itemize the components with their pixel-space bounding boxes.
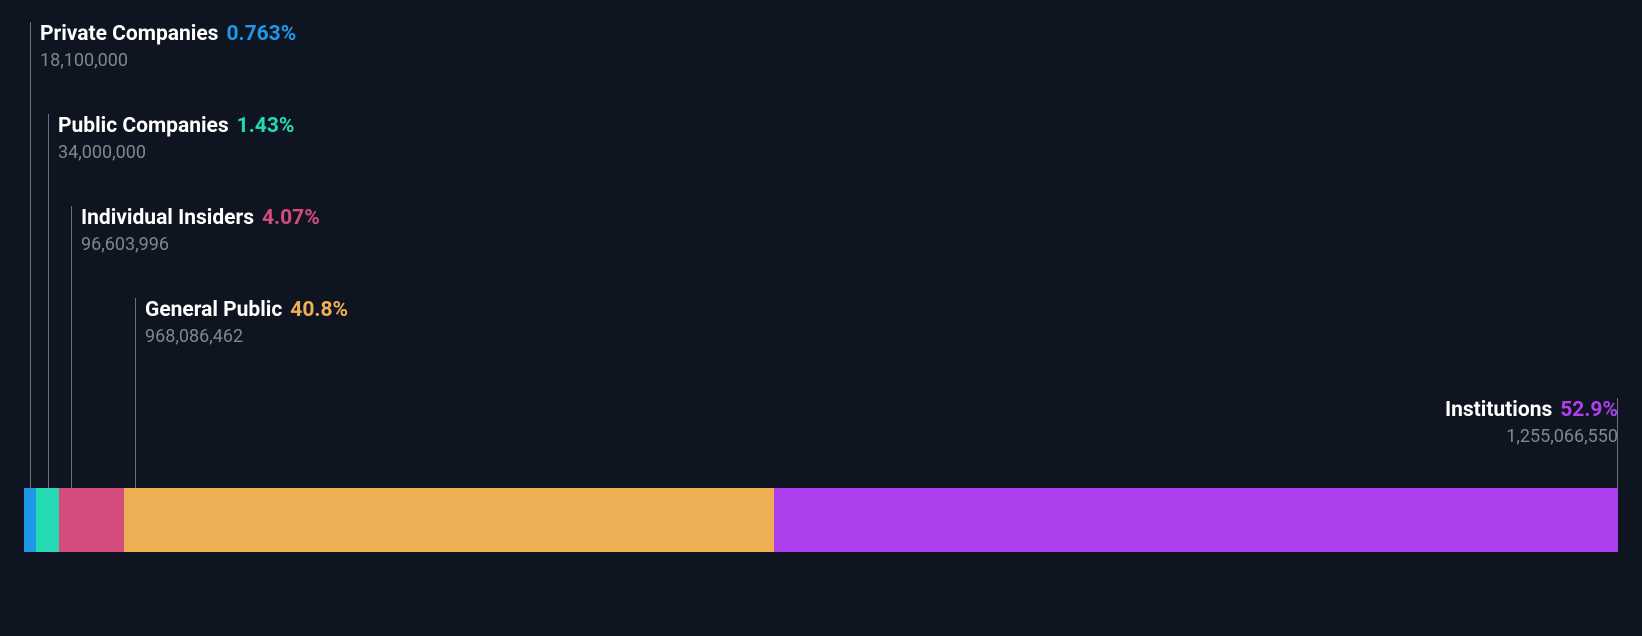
- bar-segment-public-companies: [36, 488, 59, 552]
- category-name: Private Companies: [40, 22, 218, 46]
- ownership-chart: Private Companies 0.763% 18,100,000 Publ…: [24, 0, 1618, 636]
- category-value: 968,086,462: [145, 326, 348, 347]
- label-title-row: Institutions 52.9%: [1445, 398, 1618, 422]
- leader-line-private-companies: [30, 22, 31, 488]
- bar-segment-general-public: [124, 488, 775, 552]
- leader-line-individual-insiders: [71, 206, 72, 488]
- stacked-bar: [24, 488, 1618, 552]
- leader-line-general-public: [135, 298, 136, 488]
- label-private-companies: Private Companies 0.763% 18,100,000: [40, 22, 296, 71]
- label-title-row: Public Companies 1.43%: [58, 114, 294, 138]
- label-individual-insiders: Individual Insiders 4.07% 96,603,996: [81, 206, 320, 255]
- category-percentage: 4.07%: [262, 206, 320, 230]
- category-name: Institutions: [1445, 398, 1552, 422]
- category-value: 18,100,000: [40, 50, 296, 71]
- label-title-row: Individual Insiders 4.07%: [81, 206, 320, 230]
- category-percentage: 40.8%: [290, 298, 348, 322]
- category-value: 34,000,000: [58, 142, 294, 163]
- category-percentage: 1.43%: [237, 114, 295, 138]
- label-institutions: Institutions 52.9% 1,255,066,550: [1445, 398, 1618, 447]
- bar-segment-individual-insiders: [59, 488, 124, 552]
- bar-segment-institutions: [774, 488, 1618, 552]
- category-value: 96,603,996: [81, 234, 320, 255]
- category-value: 1,255,066,550: [1445, 426, 1618, 447]
- bar-segment-private-companies: [24, 488, 36, 552]
- category-percentage: 0.763%: [226, 22, 296, 46]
- leader-line-public-companies: [48, 114, 49, 488]
- category-name: Individual Insiders: [81, 206, 254, 230]
- category-percentage: 52.9%: [1560, 398, 1618, 422]
- label-public-companies: Public Companies 1.43% 34,000,000: [58, 114, 294, 163]
- label-general-public: General Public 40.8% 968,086,462: [145, 298, 348, 347]
- labels-area: Private Companies 0.763% 18,100,000 Publ…: [24, 0, 1618, 488]
- category-name: Public Companies: [58, 114, 229, 138]
- category-name: General Public: [145, 298, 282, 322]
- label-title-row: Private Companies 0.763%: [40, 22, 296, 46]
- label-title-row: General Public 40.8%: [145, 298, 348, 322]
